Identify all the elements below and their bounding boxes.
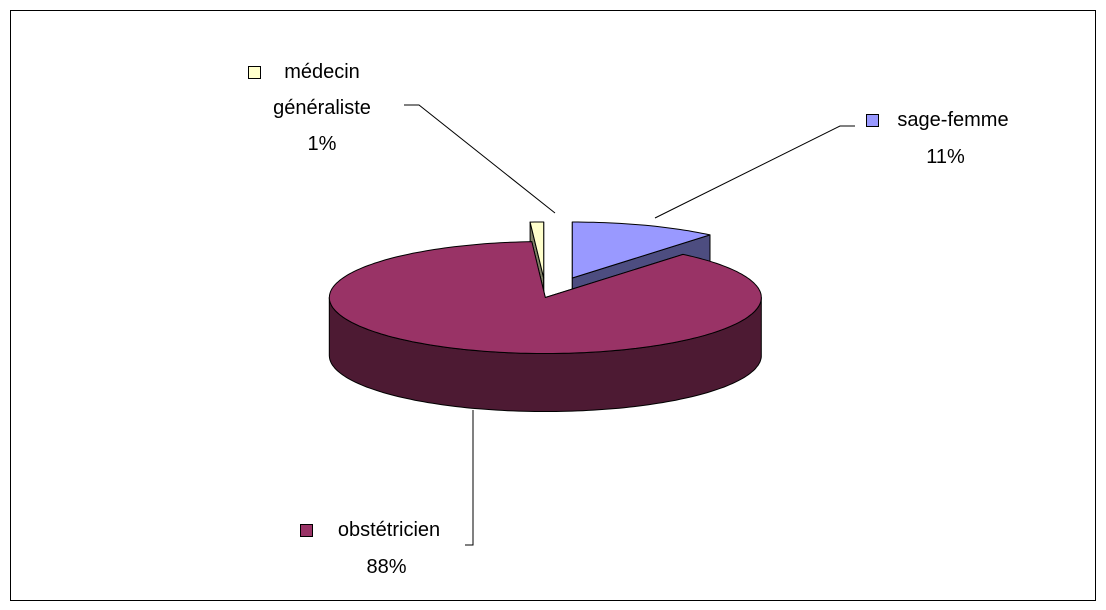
legend-key — [866, 114, 879, 127]
leader-line — [404, 104, 556, 214]
leader-line — [465, 410, 474, 546]
value-label: 11% — [926, 146, 965, 168]
value-label: 1% — [307, 133, 337, 155]
category-label: médecin généraliste — [273, 61, 371, 119]
leader-line — [654, 125, 855, 219]
legend-key — [248, 66, 261, 79]
legend-key — [300, 524, 313, 537]
slice — [328, 241, 762, 354]
category-label: sage-femme — [897, 109, 1009, 131]
slice — [529, 221, 545, 279]
slice — [571, 221, 711, 279]
value-label: 88% — [366, 556, 407, 578]
pie — [328, 221, 762, 412]
category-label: obstétricien — [337, 519, 441, 541]
